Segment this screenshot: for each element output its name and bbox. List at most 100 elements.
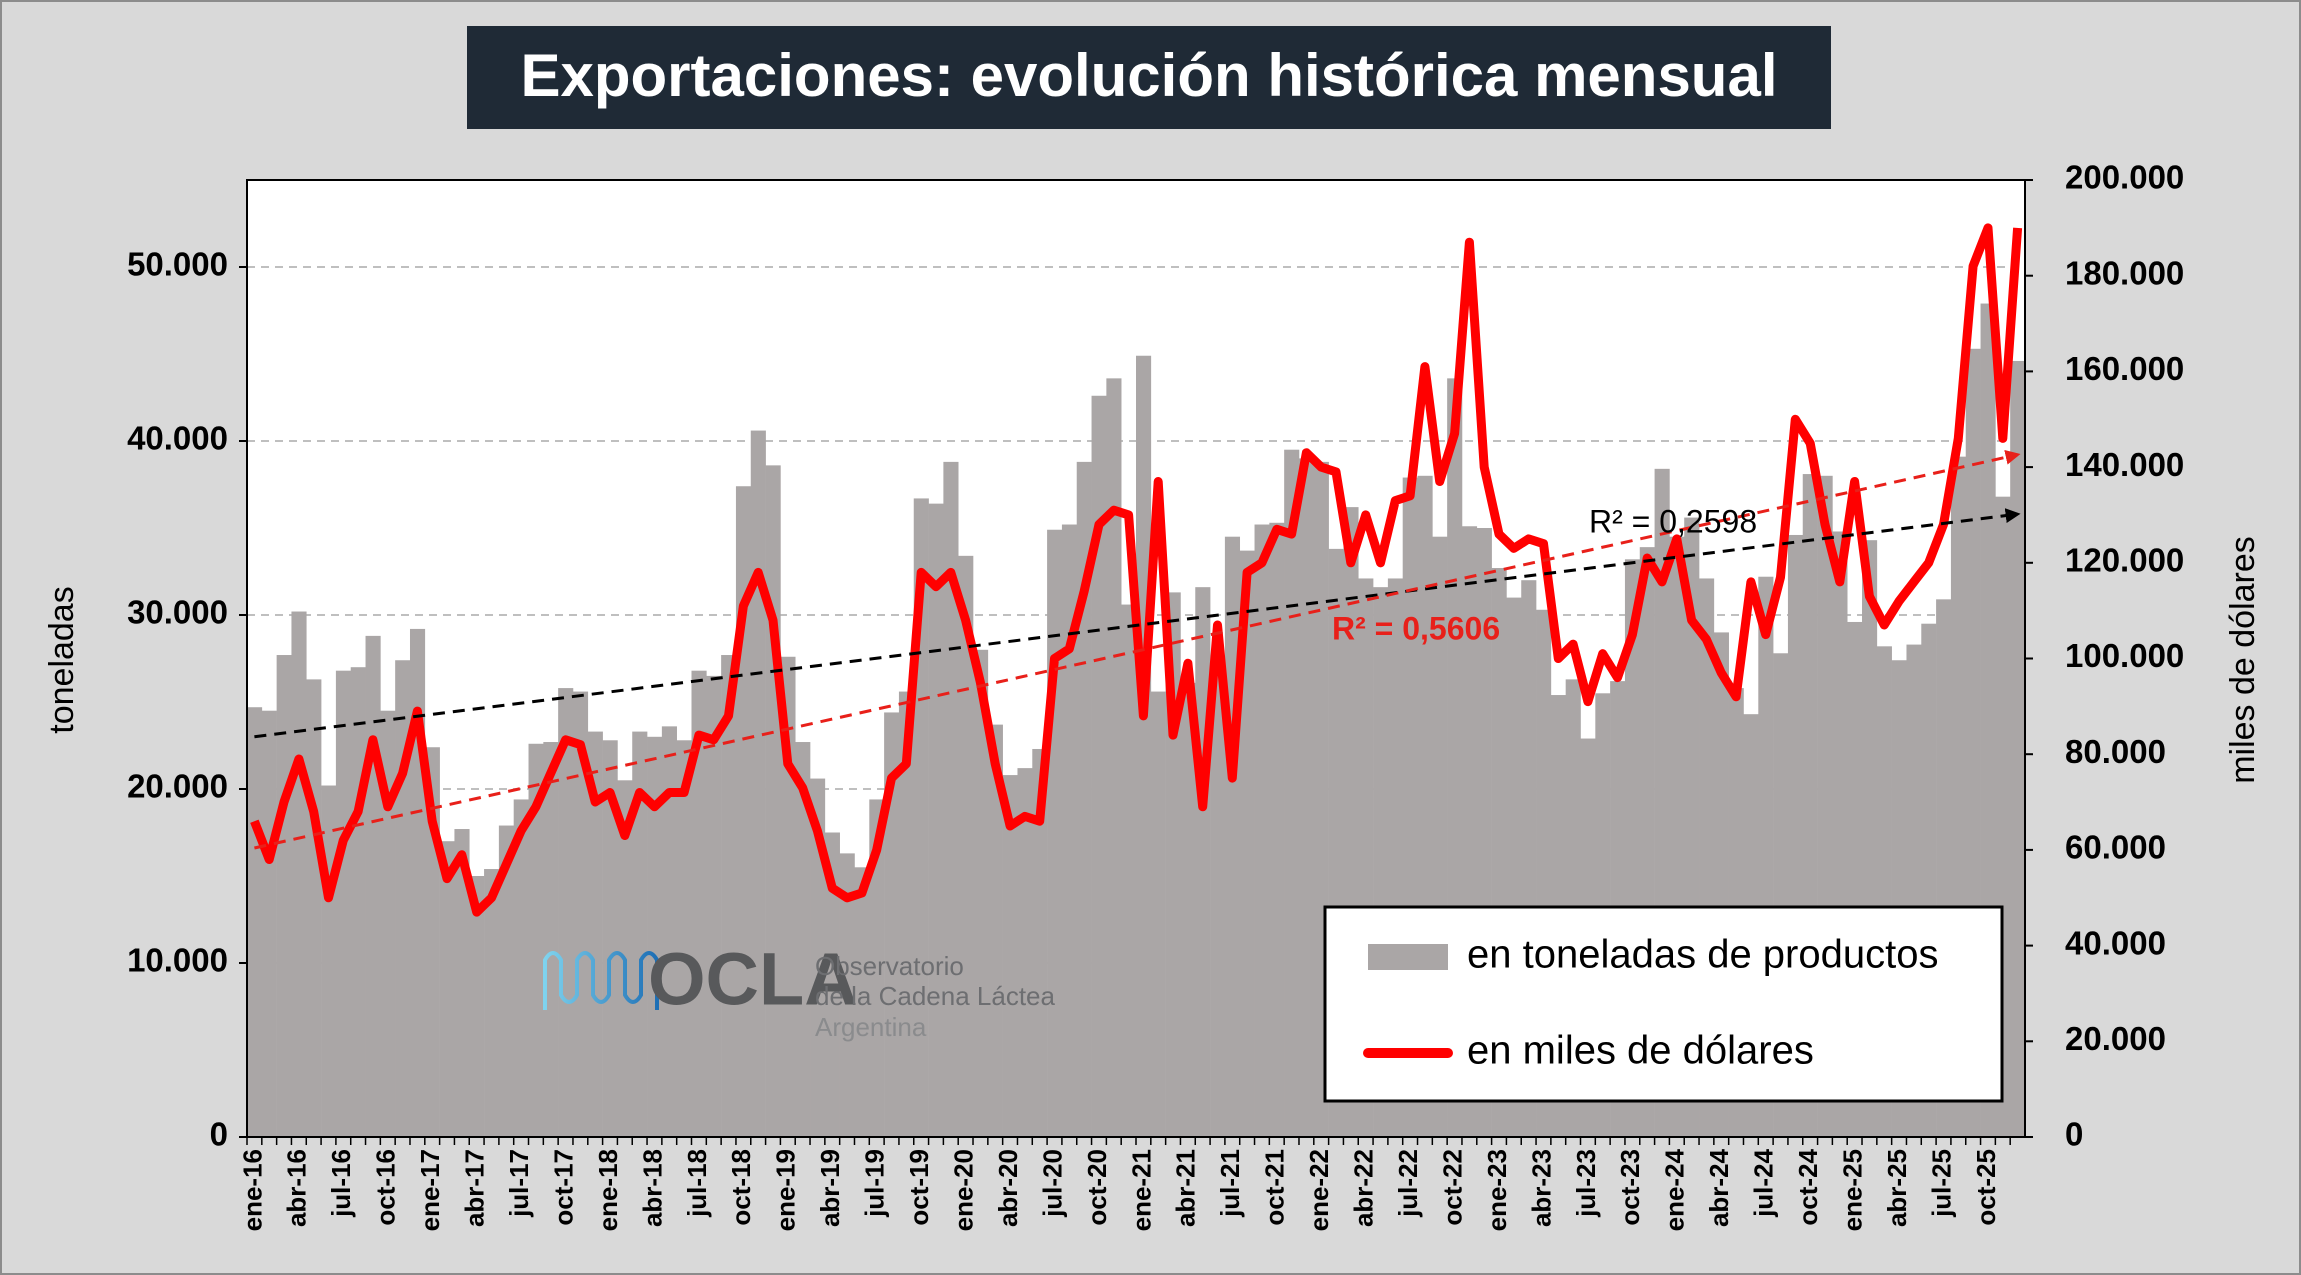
y2-tick-label: 40.000	[2065, 924, 2166, 961]
x-tick-label: jul-23	[1571, 1149, 1601, 1218]
bar	[1032, 748, 1048, 1137]
logo-text: de la Cadena Láctea	[815, 981, 1056, 1011]
y2-tick-label: 200.000	[2065, 159, 2184, 196]
bar	[691, 670, 707, 1137]
bar	[750, 430, 766, 1137]
trendline	[254, 508, 2021, 739]
x-tick-label: abr-23	[1526, 1149, 1556, 1227]
bar	[587, 731, 603, 1137]
bar	[1017, 768, 1033, 1137]
bar	[987, 724, 1003, 1137]
logo: OCLA Observatorio de la Cadena Láctea Ar…	[543, 938, 1056, 1042]
x-tick-label: ene-17	[415, 1149, 445, 1231]
bar	[513, 799, 529, 1137]
bar	[795, 742, 811, 1137]
trendline-label: R² = 0,2598	[1589, 503, 1757, 539]
bar	[898, 691, 915, 1137]
y-tick-label: 0	[210, 1116, 228, 1153]
bar	[543, 742, 559, 1137]
bar	[528, 743, 544, 1137]
x-tick-label: oct-22	[1437, 1149, 1467, 1226]
bar	[810, 778, 826, 1137]
y-tick-label: 30.000	[127, 594, 228, 631]
bar	[1195, 587, 1211, 1137]
bar	[1091, 395, 1107, 1137]
x-tick-label: ene-23	[1482, 1149, 1512, 1231]
y2-tick-label: 140.000	[2065, 446, 2184, 483]
bar	[943, 461, 959, 1137]
y2-axis-label: miles de dólares	[2224, 536, 2262, 784]
x-tick-label: abr-19	[815, 1149, 845, 1227]
x-tick-label: oct-20	[1082, 1149, 1112, 1226]
bar	[854, 867, 870, 1137]
trendline	[254, 449, 2021, 850]
bar	[661, 726, 677, 1137]
bar	[1254, 524, 1270, 1137]
bar	[973, 649, 989, 1137]
x-tick-label: ene-16	[237, 1149, 267, 1231]
bar	[928, 503, 944, 1137]
y2-tick-label: 0	[2065, 1116, 2083, 1153]
x-tick-label: abr-17	[460, 1149, 490, 1227]
bar	[1180, 682, 1196, 1137]
legend-label: en miles de dólares	[1467, 1029, 1814, 1073]
bar	[839, 853, 855, 1137]
bar	[765, 465, 781, 1137]
bar	[884, 712, 900, 1137]
bar	[1210, 667, 1226, 1137]
y-tick-label: 40.000	[127, 420, 228, 457]
x-tick-label: jul-22	[1393, 1149, 1423, 1218]
y2-tick-label: 180.000	[2065, 254, 2184, 291]
legend: en toneladas de productos en miles de dól…	[1323, 905, 2004, 1103]
x-tick-label: ene-18	[593, 1149, 623, 1231]
bar	[350, 667, 366, 1137]
bar	[572, 691, 589, 1137]
y-tick-label: 10.000	[127, 942, 228, 979]
bar	[1136, 355, 1152, 1137]
x-tick-label: abr-16	[282, 1149, 312, 1227]
y2-tick-label: 100.000	[2065, 637, 2184, 674]
bar	[1284, 449, 1300, 1137]
x-tick-label: oct-16	[371, 1149, 401, 1226]
bar	[2010, 360, 2026, 1138]
y-axis-label: toneladas	[43, 586, 81, 733]
logo-text: Observatorio	[815, 951, 964, 981]
x-tick-label: jul-19	[860, 1149, 890, 1218]
bar	[469, 876, 485, 1137]
bar	[261, 710, 277, 1137]
x-tick-label: oct-24	[1793, 1148, 1823, 1225]
bar	[1239, 550, 1255, 1137]
x-tick-label: ene-24	[1660, 1148, 1690, 1231]
x-tick-label: oct-21	[1260, 1149, 1290, 1226]
bar	[1106, 378, 1122, 1137]
bar	[824, 832, 840, 1137]
x-tick-label: oct-23	[1615, 1149, 1645, 1226]
x-tick-label: ene-21	[1126, 1149, 1156, 1231]
bar	[306, 679, 322, 1137]
x-tick-label: ene-20	[948, 1149, 978, 1231]
bar	[1047, 529, 1063, 1137]
bar	[1002, 775, 1018, 1137]
y-tick-label: 20.000	[127, 768, 228, 805]
x-tick-label: oct-18	[726, 1149, 756, 1226]
bar	[454, 829, 470, 1137]
x-tick-label: jul-21	[1215, 1149, 1245, 1218]
x-tick-label: abr-22	[1349, 1149, 1379, 1227]
bar	[484, 869, 500, 1137]
x-tick-label: ene-25	[1837, 1149, 1867, 1231]
bar	[247, 707, 263, 1137]
bar	[632, 731, 648, 1137]
x-tick-label: abr-25	[1882, 1149, 1912, 1227]
logo-name: OCLA	[648, 938, 858, 1021]
bar	[1061, 524, 1078, 1137]
x-tick-label: oct-19	[904, 1149, 934, 1226]
bar	[602, 740, 618, 1137]
y2-tick-label: 60.000	[2065, 829, 2166, 866]
x-tick-label: abr-21	[1171, 1149, 1201, 1227]
bar	[1150, 691, 1166, 1137]
x-tick-label: jul-16	[326, 1149, 356, 1218]
x-tick-label: jul-20	[1037, 1149, 1067, 1218]
trendline-label: R² = 0,5606	[1332, 610, 1500, 646]
y2-tick-label: 20.000	[2065, 1020, 2166, 1057]
